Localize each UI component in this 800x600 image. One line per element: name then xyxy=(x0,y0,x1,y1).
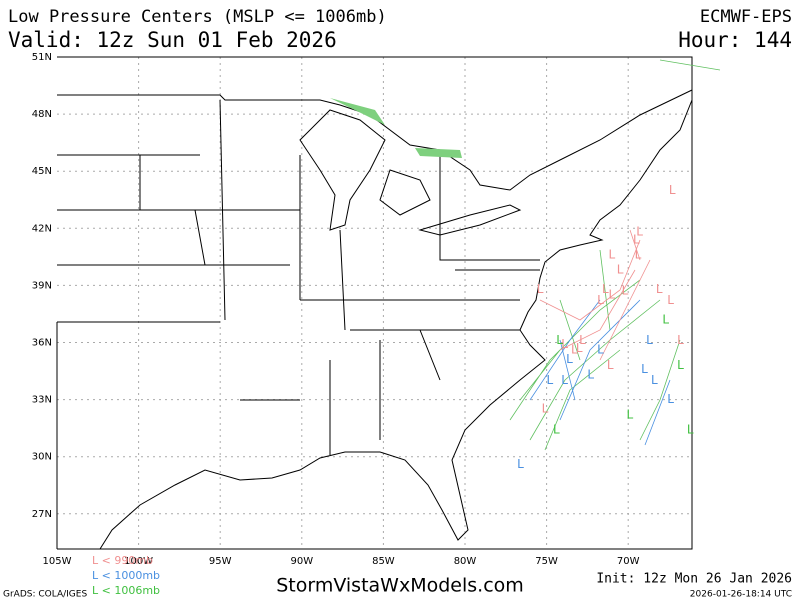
low-center: L xyxy=(635,248,642,262)
low-center: L xyxy=(617,263,624,277)
axis-labels: 51N 48N 45N 42N 39N 36N 33N 30N 27N 105W 100W 95W 90… xyxy=(32,52,640,567)
lon-label: 105W xyxy=(43,556,72,567)
low-center: L xyxy=(677,333,684,347)
low-center: L xyxy=(656,282,663,296)
low-center: L xyxy=(669,183,676,197)
legend-entry: L < 1000mb xyxy=(92,569,160,582)
low-center: L xyxy=(667,293,674,307)
low-center: L xyxy=(609,288,616,302)
lon-label: 100W xyxy=(124,556,153,567)
low-center: L xyxy=(576,341,583,355)
lat-label: 42N xyxy=(32,223,52,234)
low-center: L xyxy=(553,423,560,437)
low-center: L xyxy=(561,373,568,387)
lat-label: 33N xyxy=(32,395,52,406)
low-center: L xyxy=(646,333,653,347)
forecast-hour: Hour: 144 xyxy=(678,28,792,52)
lat-label: 51N xyxy=(32,52,52,63)
valid-time: Valid: 12z Sun 01 Feb 2026 xyxy=(8,28,337,52)
lon-label: 70W xyxy=(617,556,640,567)
low-center: L xyxy=(677,358,684,372)
lon-label: 95W xyxy=(209,556,232,567)
low-center: L xyxy=(626,407,633,421)
lat-label: 45N xyxy=(32,166,52,177)
lon-label: 85W xyxy=(372,556,395,567)
low-center: L xyxy=(633,232,640,246)
low-center: L xyxy=(579,333,586,347)
grads-credit: GrADS: COLA/IGES xyxy=(3,590,87,600)
legend: L < 990mb L < 1000mb L < 1006mb xyxy=(92,554,160,597)
lat-label: 30N xyxy=(32,452,52,463)
low-center: L xyxy=(636,225,643,239)
low-center: L xyxy=(607,358,614,372)
low-center: L xyxy=(587,367,594,381)
model: ECMWF-EPS xyxy=(700,7,792,27)
low-center: L xyxy=(571,343,578,357)
low-center: L xyxy=(622,284,629,298)
low-center: L xyxy=(556,333,563,347)
site: StormVistaWxModels.com xyxy=(276,575,524,597)
lat-label: 48N xyxy=(32,109,52,120)
low-center: L xyxy=(566,352,573,366)
low-center: L xyxy=(542,402,549,416)
legend-entry: L < 990mb xyxy=(92,554,153,567)
lat-label: 39N xyxy=(32,280,52,291)
low-center: L xyxy=(609,248,616,262)
timestamp: 2026-01-26-18:14 UTC xyxy=(690,590,792,600)
low-center: L xyxy=(561,337,568,351)
low-center: L xyxy=(517,457,524,471)
title: Low Pressure Centers (MSLP <= 1006mb) xyxy=(8,7,387,27)
low-center: L xyxy=(547,373,554,387)
lon-label: 90W xyxy=(290,556,313,567)
low-center: L xyxy=(597,293,604,307)
low-center: L xyxy=(667,392,674,406)
lat-label: 36N xyxy=(32,338,52,349)
low-center: L xyxy=(651,373,658,387)
lon-label: 80W xyxy=(454,556,477,567)
low-center: L xyxy=(687,423,694,437)
low-center: L xyxy=(662,312,669,326)
lat-label: 27N xyxy=(32,509,52,520)
basemap xyxy=(56,56,721,550)
lon-label: 75W xyxy=(535,556,558,567)
low-center: L xyxy=(641,362,648,376)
legend-entry: L < 1006mb xyxy=(92,584,160,597)
low-center: L xyxy=(597,343,604,357)
low-center: L xyxy=(602,282,609,296)
low-center: L xyxy=(537,282,544,296)
init-time: Init: 12z Mon 26 Jan 2026 xyxy=(596,572,792,587)
